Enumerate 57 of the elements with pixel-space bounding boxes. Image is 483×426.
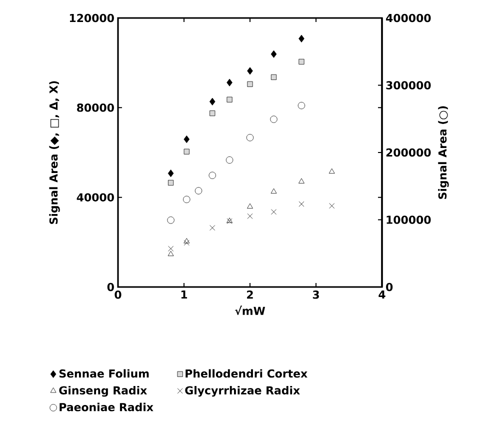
point — [329, 203, 335, 209]
point — [247, 203, 253, 209]
legend-label: Ginseng Radix — [59, 386, 147, 397]
point — [167, 216, 174, 224]
y2-tick-label: 100000 — [386, 216, 431, 224]
legend-label: Glycyrrhizae Radix — [185, 386, 300, 397]
point — [208, 172, 216, 179]
y-axis-title: Signal Area (◆, □, Δ, X) — [49, 81, 60, 224]
y2-tick-label: 300000 — [386, 81, 431, 90]
point — [226, 78, 232, 86]
x-tick-label: 4 — [378, 290, 386, 299]
y2-tick-label: 0 — [386, 282, 393, 292]
point — [271, 209, 276, 215]
point — [168, 250, 174, 256]
point — [247, 81, 253, 87]
point — [184, 238, 190, 244]
x-tick-label: 2 — [247, 290, 253, 299]
y2-axis-title: Signal Area (○) — [438, 106, 449, 199]
point — [226, 156, 234, 164]
y-tick-label: 120000 — [70, 14, 114, 22]
point — [298, 102, 306, 110]
x-tick-label: 3 — [312, 290, 319, 299]
legend-label: Phellodendri Cortex — [186, 369, 308, 378]
x-axis-title: √mW — [234, 306, 266, 316]
point — [247, 67, 253, 75]
legend-label: Sennae Folium — [59, 369, 149, 378]
point — [168, 246, 174, 252]
point — [226, 96, 232, 102]
y2-tick-label: 200000 — [386, 148, 431, 157]
y-tick-label: 80000 — [77, 104, 114, 112]
point — [246, 134, 254, 142]
legend-label: Paeoniae Radix — [60, 402, 154, 412]
point — [298, 34, 304, 42]
point — [210, 110, 216, 116]
point — [270, 188, 277, 194]
point — [270, 50, 277, 58]
point — [168, 170, 174, 178]
y-tick-label: 0 — [107, 282, 114, 292]
point — [270, 74, 277, 80]
point — [247, 213, 253, 219]
point — [298, 178, 304, 184]
point — [184, 148, 190, 154]
point — [270, 116, 278, 123]
y-tick-label: 40000 — [76, 193, 114, 202]
point — [194, 187, 202, 194]
y2-tick-label: 400000 — [386, 14, 431, 22]
point — [209, 98, 216, 106]
point — [298, 201, 304, 207]
point — [298, 58, 304, 64]
point — [183, 196, 190, 204]
point — [328, 168, 335, 174]
point — [168, 180, 174, 186]
x-tick-label: 0 — [114, 290, 122, 299]
point — [184, 240, 190, 246]
point — [184, 135, 190, 144]
point — [210, 225, 216, 231]
x-tick-label: 1 — [181, 290, 188, 299]
